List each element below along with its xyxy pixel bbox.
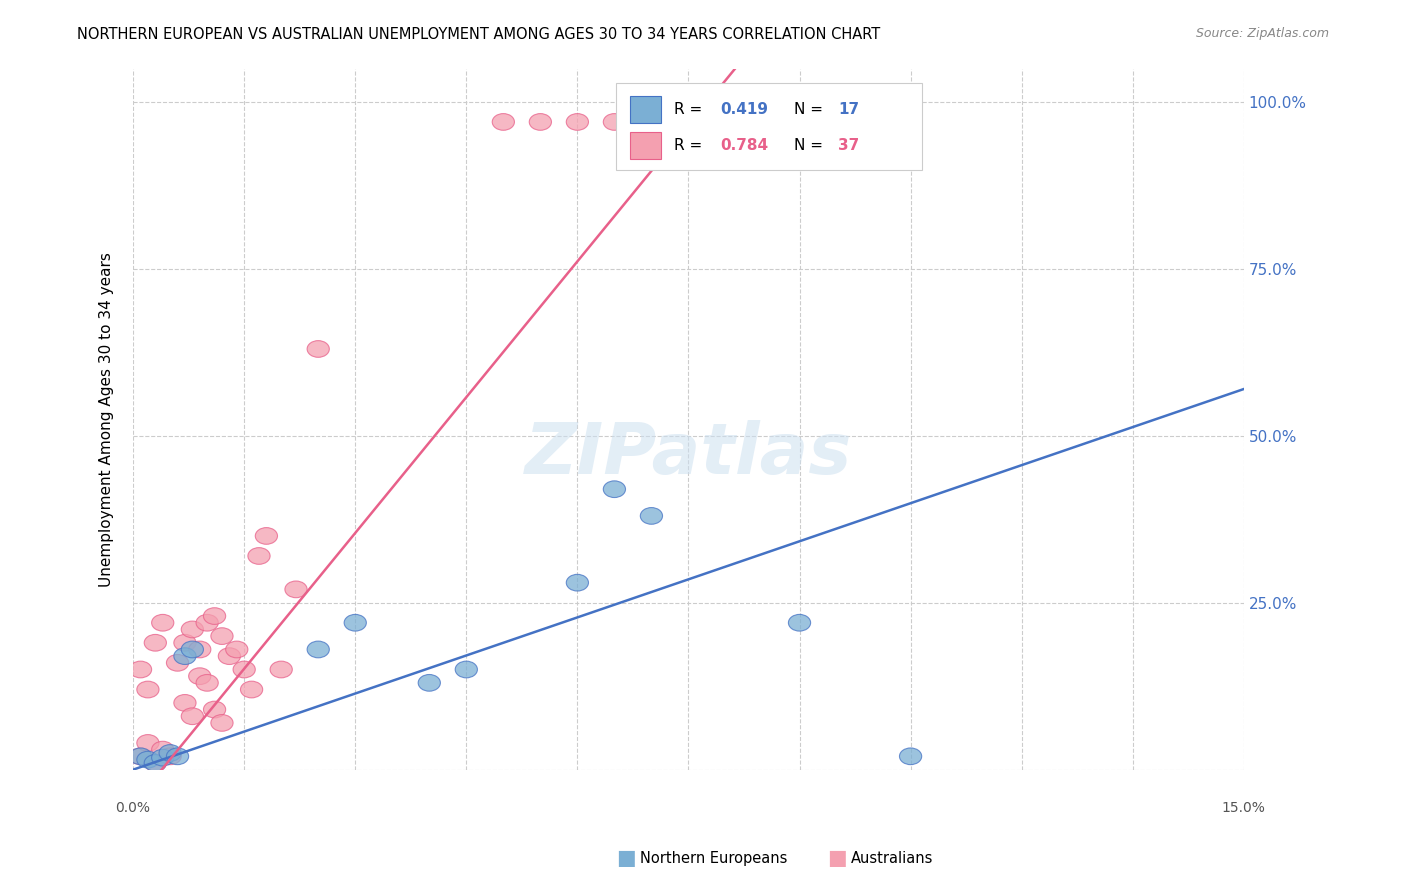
Ellipse shape	[188, 668, 211, 684]
Ellipse shape	[188, 641, 211, 657]
Ellipse shape	[307, 341, 329, 358]
Ellipse shape	[159, 748, 181, 764]
Ellipse shape	[218, 648, 240, 665]
Bar	[630, 95, 661, 122]
Ellipse shape	[603, 481, 626, 498]
Ellipse shape	[145, 755, 166, 772]
Text: 0.784: 0.784	[721, 138, 769, 153]
Ellipse shape	[145, 634, 166, 651]
Ellipse shape	[900, 748, 922, 764]
Ellipse shape	[174, 695, 195, 711]
Text: 37: 37	[838, 138, 859, 153]
Ellipse shape	[195, 674, 218, 691]
Ellipse shape	[195, 615, 218, 632]
Text: R =: R =	[673, 102, 707, 117]
Ellipse shape	[567, 574, 589, 591]
Ellipse shape	[159, 745, 181, 761]
Ellipse shape	[529, 113, 551, 130]
Text: N =: N =	[794, 102, 828, 117]
Bar	[630, 132, 661, 159]
Ellipse shape	[848, 113, 870, 130]
Text: NORTHERN EUROPEAN VS AUSTRALIAN UNEMPLOYMENT AMONG AGES 30 TO 34 YEARS CORRELATI: NORTHERN EUROPEAN VS AUSTRALIAN UNEMPLOY…	[77, 27, 880, 42]
Ellipse shape	[456, 661, 478, 678]
Y-axis label: Unemployment Among Ages 30 to 34 years: Unemployment Among Ages 30 to 34 years	[100, 252, 114, 587]
Ellipse shape	[181, 641, 204, 657]
Text: Northern Europeans: Northern Europeans	[640, 851, 787, 865]
Ellipse shape	[181, 621, 204, 638]
Ellipse shape	[256, 527, 277, 544]
Ellipse shape	[418, 674, 440, 691]
Ellipse shape	[152, 741, 174, 758]
Ellipse shape	[226, 641, 247, 657]
Ellipse shape	[307, 641, 329, 657]
Ellipse shape	[166, 655, 188, 671]
Ellipse shape	[136, 751, 159, 768]
Text: 0.419: 0.419	[721, 102, 769, 117]
Ellipse shape	[567, 113, 589, 130]
Ellipse shape	[247, 548, 270, 565]
Ellipse shape	[285, 581, 307, 598]
Ellipse shape	[145, 755, 166, 772]
Text: ZIPatlas: ZIPatlas	[524, 419, 852, 489]
FancyBboxPatch shape	[616, 83, 922, 170]
Ellipse shape	[129, 748, 152, 764]
Ellipse shape	[640, 508, 662, 524]
Text: N =: N =	[794, 138, 828, 153]
Ellipse shape	[181, 708, 204, 724]
Text: 17: 17	[838, 102, 859, 117]
Ellipse shape	[714, 113, 737, 130]
Ellipse shape	[270, 661, 292, 678]
Text: ■: ■	[827, 848, 846, 868]
Ellipse shape	[129, 661, 152, 678]
Ellipse shape	[492, 113, 515, 130]
Ellipse shape	[240, 681, 263, 698]
Ellipse shape	[789, 615, 811, 632]
Text: Australians: Australians	[851, 851, 934, 865]
Ellipse shape	[129, 748, 152, 764]
Ellipse shape	[204, 607, 226, 624]
Ellipse shape	[136, 735, 159, 751]
Ellipse shape	[603, 113, 626, 130]
Ellipse shape	[152, 615, 174, 632]
Text: ■: ■	[616, 848, 636, 868]
Ellipse shape	[152, 749, 174, 766]
Ellipse shape	[344, 615, 367, 632]
Ellipse shape	[211, 714, 233, 731]
Ellipse shape	[166, 748, 188, 764]
Ellipse shape	[174, 634, 195, 651]
Ellipse shape	[233, 661, 256, 678]
Ellipse shape	[174, 648, 195, 665]
Text: Source: ZipAtlas.com: Source: ZipAtlas.com	[1195, 27, 1329, 40]
Ellipse shape	[204, 701, 226, 718]
Text: 15.0%: 15.0%	[1222, 801, 1265, 815]
Ellipse shape	[211, 628, 233, 644]
Text: 0.0%: 0.0%	[115, 801, 150, 815]
Ellipse shape	[136, 681, 159, 698]
Text: R =: R =	[673, 138, 707, 153]
